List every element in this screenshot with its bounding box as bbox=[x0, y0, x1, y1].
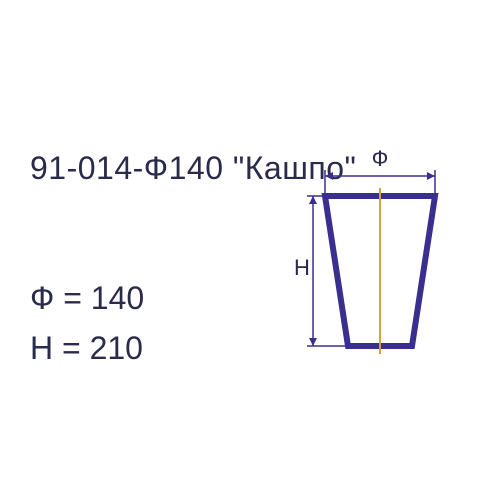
h-label: H bbox=[294, 255, 310, 280]
h-arrow-top bbox=[309, 196, 317, 204]
phi-arrow-right bbox=[427, 172, 435, 180]
phi-arrow-left bbox=[325, 172, 333, 180]
technical-drawing: Ф H bbox=[280, 150, 460, 370]
dimension-h: H = 210 bbox=[30, 330, 143, 367]
phi-dimension-group: Ф bbox=[325, 150, 435, 194]
drawing-svg: Ф H bbox=[280, 150, 460, 370]
dimension-phi: Ф = 140 bbox=[30, 280, 144, 317]
h-arrow-bottom bbox=[309, 338, 317, 346]
phi-label: Ф bbox=[372, 150, 389, 171]
